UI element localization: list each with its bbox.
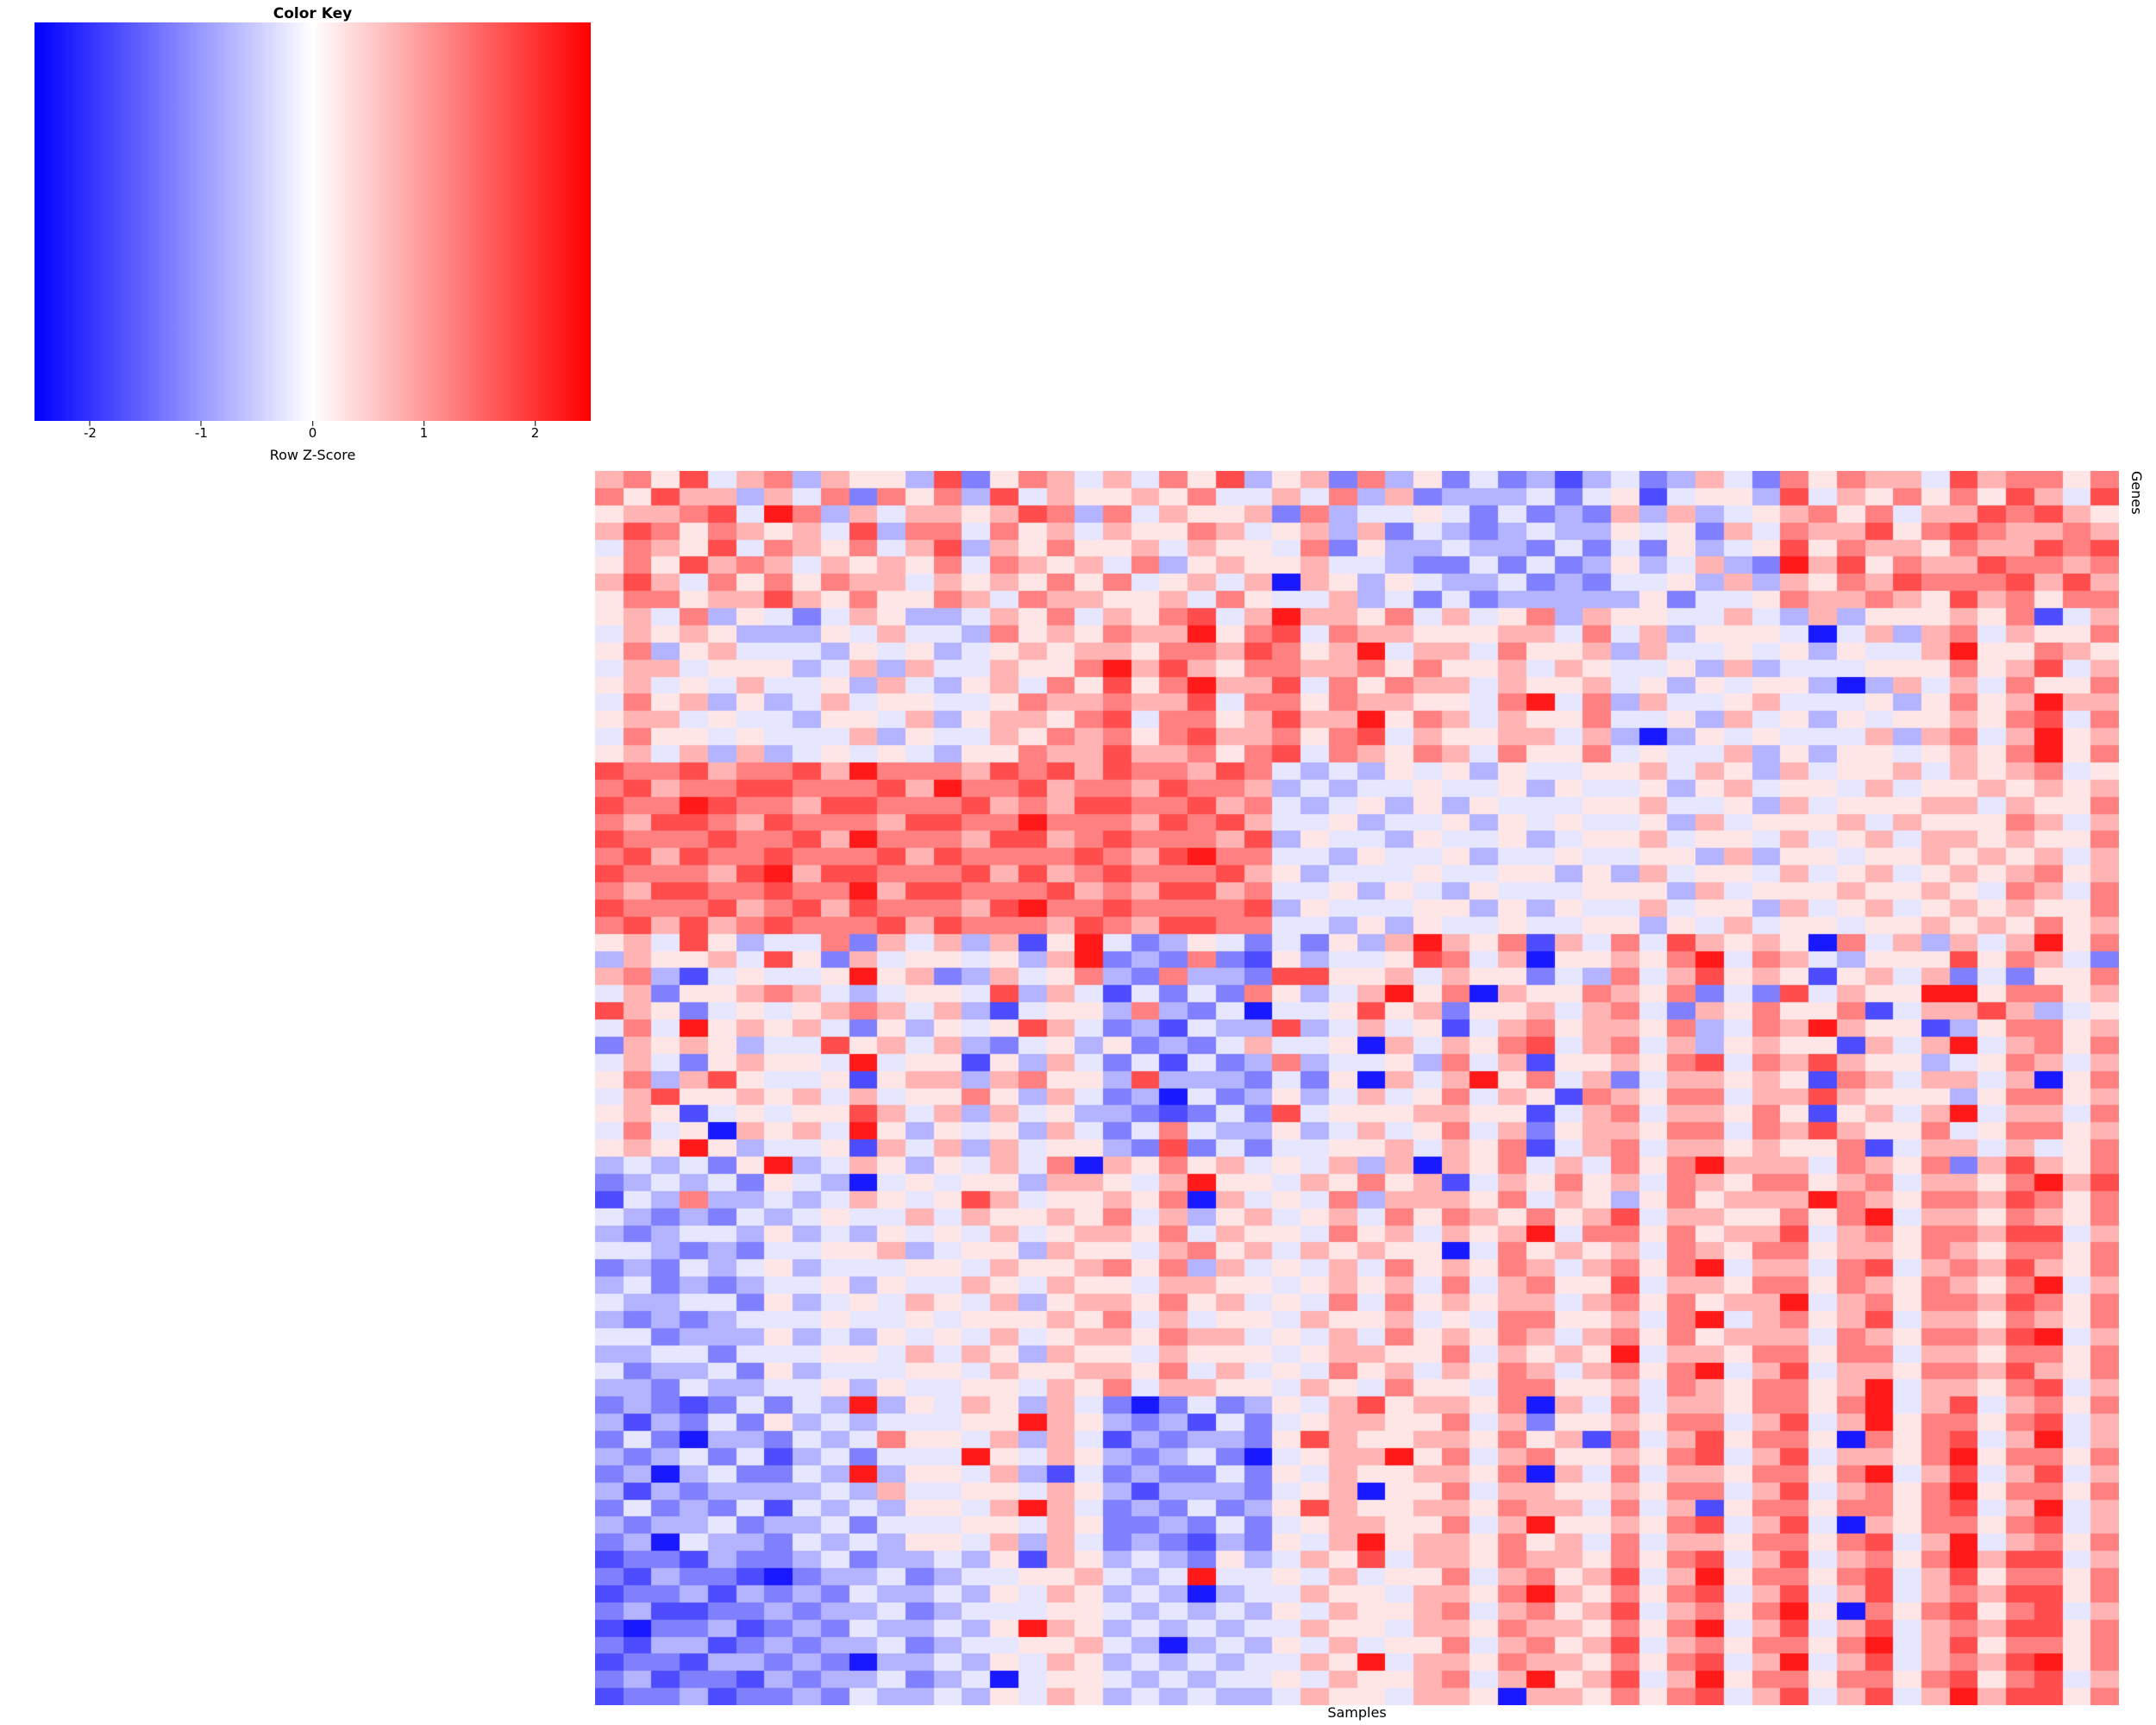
heatmap-matrix <box>595 471 2119 1705</box>
color-key-tick: 1 <box>420 421 428 441</box>
row-dendrogram <box>17 471 569 1705</box>
color-key-tick: -2 <box>84 421 97 441</box>
color-key-tick: 0 <box>309 421 317 441</box>
y-axis-label: Genes <box>2128 471 2145 515</box>
color-key-axis: -2 -1 0 1 2 <box>34 421 591 447</box>
color-key-title: Color Key <box>273 5 353 22</box>
color-key: Color Key -2 -1 0 1 2 Row Z-Score <box>34 5 591 463</box>
color-key-axis-label: Row Z-Score <box>269 447 356 463</box>
color-key-gradient <box>34 22 591 421</box>
x-axis-label: Samples <box>1327 1704 1387 1721</box>
color-key-tick: 2 <box>531 421 539 441</box>
column-dendrogram <box>595 9 2119 466</box>
color-key-tick: -1 <box>195 421 208 441</box>
